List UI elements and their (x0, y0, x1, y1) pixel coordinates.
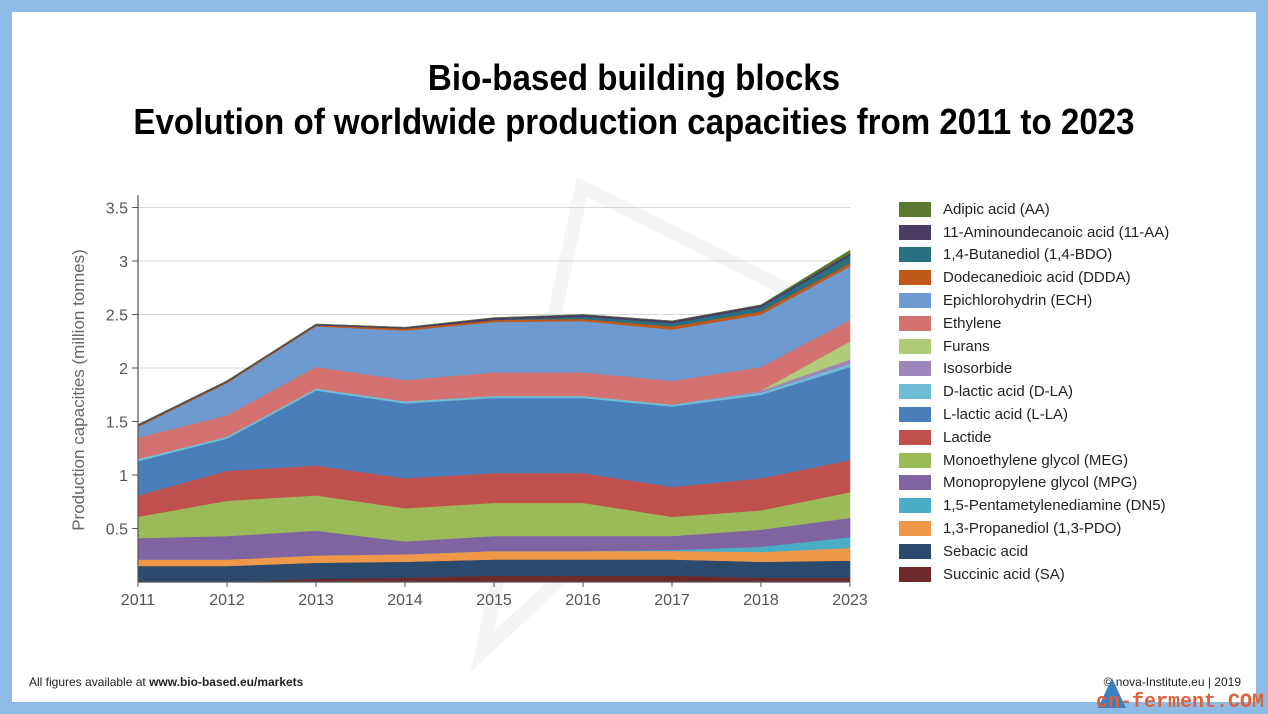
chart-legend: Adipic acid (AA) 11-Aminoundecanoic acid … (899, 198, 1169, 586)
legend-item: Lactide (899, 426, 1169, 449)
legend-swatch (899, 384, 931, 400)
legend-item: Monoethylene glycol (MEG) (899, 449, 1169, 472)
area-series (137, 249, 851, 583)
y-axis-label: Production capacities (million tonnes) (69, 249, 88, 531)
title-line-1: Bio-based building blocks (427, 57, 841, 98)
footer-note: All figures available at www.bio-based.e… (29, 675, 303, 689)
legend-item: 1,5-Pentametylenediamine (DN5) (899, 494, 1169, 517)
legend-label: D-lactic acid (D-LA) (943, 383, 1074, 401)
legend-item: D-lactic acid (D-LA) (899, 380, 1169, 403)
legend-swatch (899, 201, 931, 217)
legend-label: 1,3-Propanediol (1,3-PDO) (943, 520, 1122, 538)
legend-item: Dodecanedioic acid (DDDA) (899, 266, 1169, 289)
ferment-logo-icon (1098, 678, 1126, 708)
legend-label: Ethylene (943, 314, 1002, 332)
y-tick-label: 3 (119, 254, 128, 271)
chart-title: Bio-based building blocks Evolution of w… (62, 56, 1206, 144)
legend-label: Succinic acid (SA) (943, 565, 1065, 583)
legend-swatch (899, 521, 931, 537)
x-tick-label: 2013 (298, 592, 334, 609)
axes: 0.5 1 1.5 2 2.5 3 3.5 2011 2012 2013 2014 2015 2016 2… (106, 195, 868, 609)
legend-item: Isosorbide (899, 358, 1169, 381)
y-tick-label: 1.5 (106, 415, 128, 432)
legend-swatch (899, 429, 931, 445)
legend-label: L-lactic acid (L-LA) (943, 406, 1069, 424)
legend-label: Isosorbide (943, 360, 1013, 378)
y-tick-label: 2 (119, 361, 128, 378)
legend-label: Dodecanedioic acid (DDDA) (943, 269, 1131, 287)
legend-label: Lactide (943, 428, 992, 446)
copyright-text: © nova-Institute.eu | 2019 (1103, 675, 1241, 689)
legend-item: Furans (899, 335, 1169, 358)
legend-item: Succinic acid (SA) (899, 563, 1169, 586)
legend-label: Monopropylene glycol (MPG) (943, 474, 1138, 492)
legend-swatch (899, 543, 931, 559)
x-tick-label: 2012 (209, 592, 245, 609)
legend-item: L-lactic acid (L-LA) (899, 403, 1169, 426)
legend-label: Epichlorohydrin (ECH) (943, 292, 1093, 310)
legend-label: Monoethylene glycol (MEG) (943, 451, 1129, 469)
legend-swatch (899, 452, 931, 468)
x-tick-label: 2015 (476, 592, 512, 609)
legend-swatch (899, 475, 931, 491)
legend-item: 1,3-Propanediol (1,3-PDO) (899, 517, 1169, 540)
x-tick-label: 2018 (743, 592, 779, 609)
area-adipic-acid-aa (137, 249, 851, 425)
legend-item: 1,4-Butanediol (1,4-BDO) (899, 244, 1169, 267)
legend-swatch (899, 498, 931, 514)
legend-label: 11-Aminoundecanoic acid (11-AA) (943, 223, 1170, 241)
title-line-2: Evolution of worldwide production capaci… (133, 101, 1135, 142)
legend-label: 1,5-Pentametylenediamine (DN5) (943, 497, 1166, 515)
slide-frame: Bio-based building blocks Evolution of w… (12, 12, 1256, 702)
legend-item: Epichlorohydrin (ECH) (899, 289, 1169, 312)
legend-item: 11-Aminoundecanoic acid (11-AA) (899, 221, 1169, 244)
legend-swatch (899, 224, 931, 240)
legend-label: Furans (943, 337, 990, 355)
legend-item: Monopropylene glycol (MPG) (899, 472, 1169, 495)
legend-swatch (899, 566, 931, 582)
legend-label: Adipic acid (AA) (943, 200, 1050, 218)
y-tick-label: 3.5 (106, 201, 128, 218)
legend-item: Sebacic acid (899, 540, 1169, 563)
legend-swatch (899, 338, 931, 354)
x-tick-label: 2016 (565, 592, 601, 609)
legend-swatch (899, 293, 931, 309)
legend-item: Ethylene (899, 312, 1169, 335)
x-tick-label: 2023 (832, 592, 868, 609)
legend-label: 1,4-Butanediol (1,4-BDO) (943, 246, 1113, 264)
x-tick-label: 2011 (121, 592, 156, 609)
legend-swatch (899, 361, 931, 377)
legend-swatch (899, 247, 931, 263)
x-tick-label: 2017 (654, 592, 690, 609)
markets-link[interactable]: www.bio-based.eu/markets (149, 675, 304, 689)
site-watermark: cn-ferment.COM (1095, 691, 1264, 714)
footer-prefix: All figures available at (29, 675, 150, 689)
legend-swatch (899, 315, 931, 331)
legend-item: Adipic acid (AA) (899, 198, 1169, 221)
stacked-area-chart: 0.5 1 1.5 2 2.5 3 3.5 2011 2012 2013 2014 2015 2016 2… (69, 176, 868, 673)
legend-swatch (899, 407, 931, 423)
legend-swatch (899, 270, 931, 286)
y-tick-label: 2.5 (106, 308, 128, 325)
y-tick-label: 1 (119, 468, 128, 485)
x-tick-label: 2014 (387, 592, 423, 609)
y-tick-label: 0.5 (106, 522, 128, 539)
legend-label: Sebacic acid (943, 542, 1029, 560)
